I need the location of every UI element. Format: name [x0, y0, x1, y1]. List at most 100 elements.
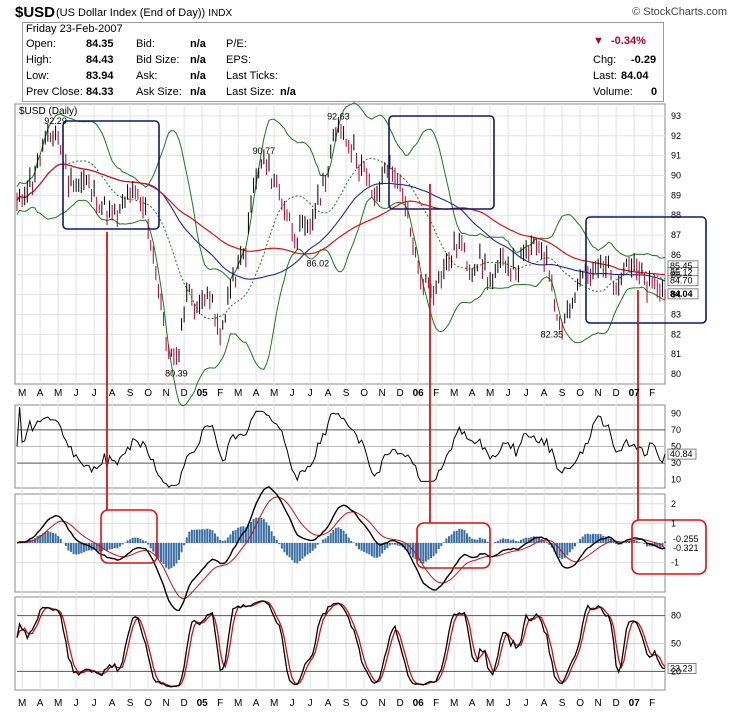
- rsi-tick-label: 70: [671, 425, 681, 435]
- ask-size-label: Ask Size:: [136, 86, 182, 98]
- x-axis-label-bottom: J: [308, 698, 313, 709]
- x-axis-label-bottom: D: [613, 698, 620, 709]
- x-axis-label: N: [379, 388, 386, 399]
- x-axis-label: J: [74, 388, 79, 399]
- highlight-box-red: [416, 522, 491, 569]
- overlay-layer: [62, 115, 707, 674]
- price-annotation: 92.29: [44, 116, 67, 126]
- stoch-tick-label: 50: [671, 639, 681, 649]
- price-tick-label: 82: [671, 329, 681, 339]
- volume-label: Volume:: [593, 86, 633, 98]
- last-size-value: n/a: [280, 86, 296, 98]
- last-value-label: 84.04: [670, 289, 693, 299]
- macd-last-label: -0.255: [673, 534, 699, 544]
- volume-value: 0: [651, 86, 658, 98]
- x-axis-label: S: [343, 388, 350, 399]
- x-axis-label: J: [524, 388, 529, 399]
- macd-line: [16, 486, 666, 612]
- x-axis-label-bottom: M: [450, 698, 458, 709]
- eps-label: EPS:: [226, 54, 252, 66]
- x-axis-label-bottom: N: [595, 698, 602, 709]
- last-ticks-label: Last Ticks:: [226, 70, 278, 82]
- symbol-description: (US Dollar Index (End of Day)) INDX: [56, 7, 232, 19]
- x-axis-label: J: [506, 388, 511, 399]
- open-label: Open:: [26, 38, 56, 50]
- x-axis-label-bottom: F: [649, 698, 655, 709]
- series-layer: [16, 102, 666, 688]
- x-axis-label-bottom: 05: [197, 698, 209, 709]
- x-axis-label: J: [92, 388, 97, 399]
- prev-close-label: Prev Close:: [26, 86, 83, 98]
- change-label: Chg:: [593, 54, 617, 66]
- x-axis-label: M: [234, 388, 242, 399]
- x-axis-label-bottom: A: [253, 698, 260, 709]
- price-tick-label: 88: [671, 210, 681, 220]
- price-tick-label: 91: [671, 151, 681, 161]
- high-label: High:: [26, 54, 52, 66]
- change-down-icon: ▼: [593, 35, 604, 47]
- rsi-tick-label: 50: [671, 442, 681, 452]
- rsi-tick-label: 10: [671, 475, 681, 485]
- x-axis-label: M: [18, 388, 26, 399]
- rsi-tick-label: 30: [671, 458, 681, 468]
- price-tick-label: 93: [671, 111, 681, 121]
- x-axis-label: N: [595, 388, 602, 399]
- price-tick-label: 83: [671, 309, 681, 319]
- x-axis-label: O: [144, 388, 152, 399]
- price-tick-label: 81: [671, 349, 681, 359]
- x-axis-label: N: [163, 388, 170, 399]
- rsi-tick-label: 90: [671, 408, 681, 418]
- x-axis-label-bottom: M: [270, 698, 278, 709]
- stoch-last-label: 23.23: [670, 663, 693, 673]
- last-size-label: Last Size:: [226, 86, 275, 98]
- stochastic-k-line: [16, 600, 666, 688]
- x-axis-label-bottom: A: [37, 698, 44, 709]
- price-annotation: 82.35: [541, 329, 564, 339]
- x-axis-label: F: [217, 388, 223, 399]
- low-value: 83.94: [86, 70, 114, 82]
- x-axis-label: S: [127, 388, 134, 399]
- last-value: 84.04: [621, 70, 649, 82]
- bollinger-lower-line: [16, 196, 666, 407]
- x-axis-label-bottom: D: [397, 698, 404, 709]
- x-axis-label-bottom: J: [74, 698, 79, 709]
- change-percent: -0.34%: [611, 35, 646, 47]
- x-axis-label-bottom: A: [541, 698, 548, 709]
- x-axis-label-bottom: O: [360, 698, 368, 709]
- macd-last-label: -0.321: [673, 543, 699, 553]
- exchange: INDX: [208, 8, 233, 19]
- x-axis-label: A: [541, 388, 548, 399]
- x-axis-label-bottom: A: [325, 698, 332, 709]
- symbol: $USD: [15, 4, 56, 21]
- x-axis-label: O: [576, 388, 584, 399]
- x-axis-label: 05: [197, 388, 209, 399]
- moving-average-long-line: [16, 163, 666, 276]
- price-tick-label: 90: [671, 170, 681, 180]
- pe-label: P/E:: [226, 38, 247, 50]
- x-axis-label-bottom: D: [181, 698, 188, 709]
- stoch-last-box: [667, 662, 697, 674]
- x-axis-label-bottom: J: [290, 698, 295, 709]
- x-axis-label-bottom: F: [217, 698, 223, 709]
- low-label: Low:: [26, 70, 50, 82]
- macd-tick-label: 1: [671, 518, 676, 528]
- stochastic-d-line: [16, 600, 666, 688]
- x-axis-label: A: [109, 388, 116, 399]
- x-axis-label: M: [270, 388, 278, 399]
- x-axis-label-bottom: M: [18, 698, 26, 709]
- x-axis-label-bottom: M: [54, 698, 62, 709]
- x-axis-label-bottom: A: [469, 698, 476, 709]
- highlight-box-red: [631, 519, 707, 575]
- x-axis-label-bottom: F: [433, 698, 439, 709]
- last-value-label: 84.70: [670, 276, 693, 286]
- bid-size-value: n/a: [190, 54, 206, 66]
- price-panel-title: $USD (Daily): [19, 106, 77, 117]
- x-axis-label: D: [613, 388, 620, 399]
- ask-label: Ask:: [136, 70, 158, 82]
- x-axis-label-bottom: N: [163, 698, 170, 709]
- x-axis-label: D: [181, 388, 188, 399]
- x-axis-label-bottom: M: [234, 698, 242, 709]
- price-annotation: 90.77: [253, 146, 276, 156]
- highlight-box-blue: [585, 216, 707, 324]
